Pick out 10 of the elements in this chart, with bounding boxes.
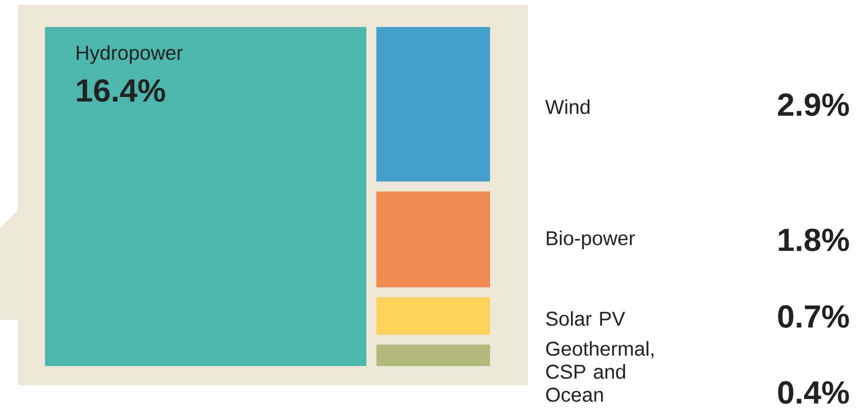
category-label: Bio-power	[546, 230, 635, 250]
data-label: 0.7%	[778, 305, 849, 328]
category-label: Geothermal, CSP and Ocean	[546, 341, 654, 402]
category-label: Hydropower	[76, 45, 183, 64]
category-label: Wind	[545, 99, 590, 114]
category-label: Solar PV	[546, 311, 626, 326]
data-label: 2.9%	[778, 93, 849, 116]
data-label: 0.4%	[778, 381, 849, 404]
data-label: 1.8%	[778, 228, 849, 252]
data-label: 16.4%	[77, 79, 166, 102]
